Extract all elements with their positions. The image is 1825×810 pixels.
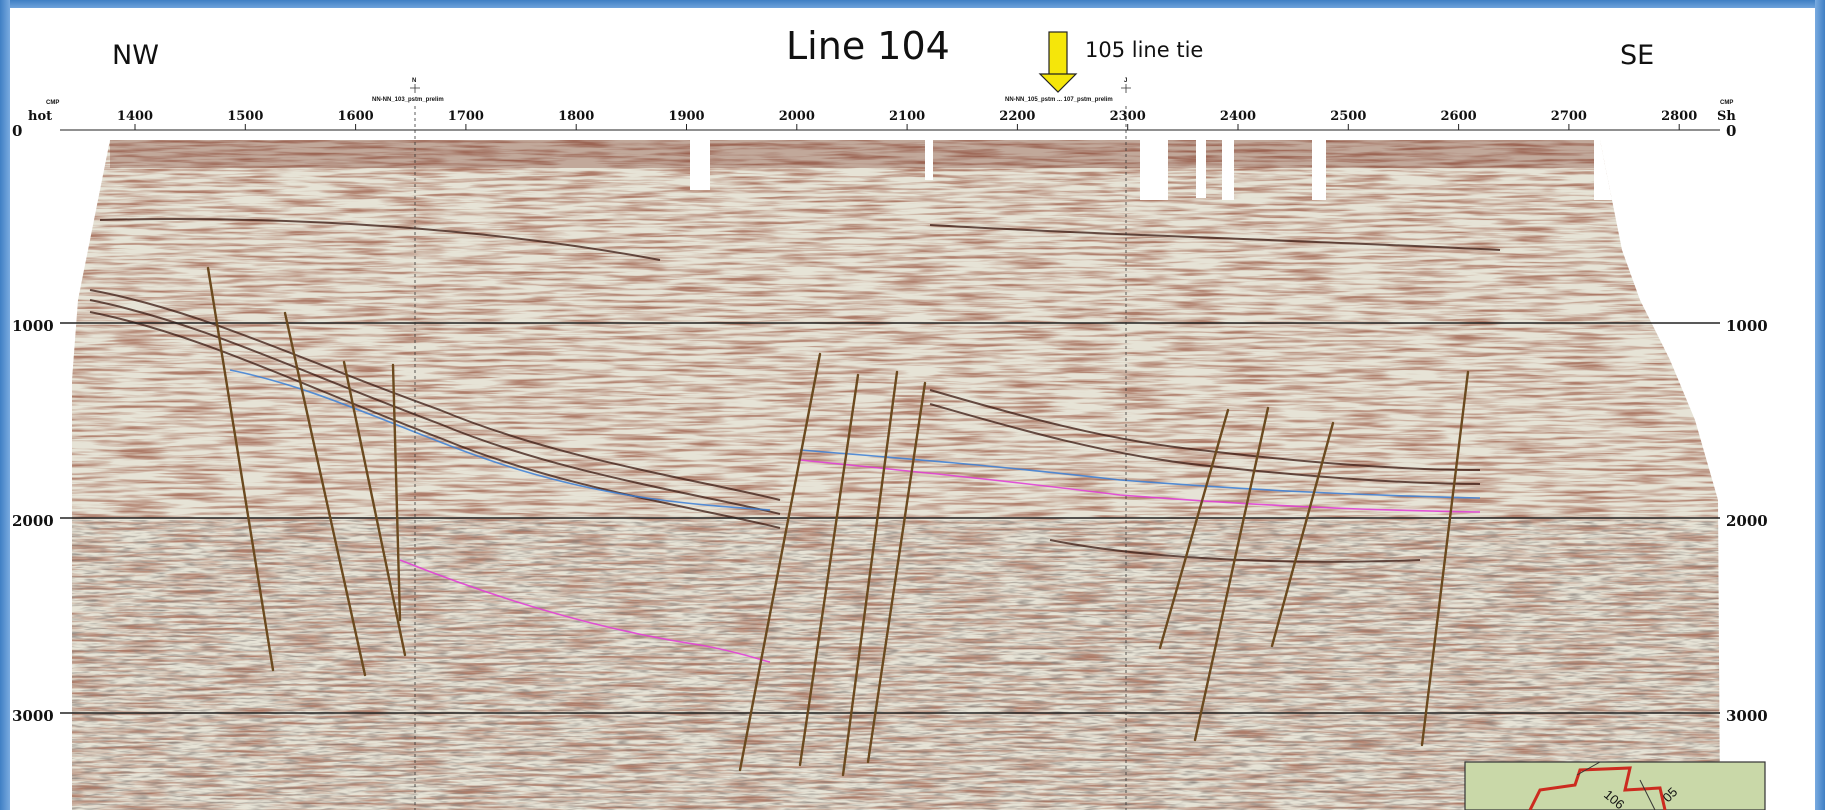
time-tick-label-right-1000: 1000 [1726,317,1768,335]
shallow-data-band [110,140,1600,168]
seismic-data-area [72,140,1720,810]
time-tick-label-left-3000: 3000 [12,707,54,725]
time-tick-label-left-1000: 1000 [12,317,54,335]
time-tick-label-right-0: 0 [1726,122,1736,140]
fault-5 [738,352,822,772]
time-tick-label-right-3000: 3000 [1726,707,1768,725]
cmp-tick-label-1500: 1500 [227,109,263,124]
tie-marker-symbol-left [410,84,420,93]
time-tick-label-left-2000: 2000 [12,512,54,530]
cmp-left-header: CMP [46,100,59,106]
tie-marker-n: N [412,78,416,84]
fault-11 [1270,421,1335,648]
cmp-tick-label-2000: 2000 [779,109,815,124]
fault-2 [283,311,367,677]
cmp-tick-label-2300: 2300 [1110,109,1146,124]
right-frame-border [1815,0,1825,810]
time-tick-label-right-2000: 2000 [1726,512,1768,530]
left-frame-border [0,0,10,810]
cmp-axis: 1400 1500 1600 1700 1800 1900 2000 2100 2200 2300… [117,109,1697,130]
cmp-tick-label-1600: 1600 [338,109,374,124]
cmp-tick-label-2100: 2100 [889,109,925,124]
cmp-left-label: hot [28,109,52,124]
nw-direction-label: NW [112,40,159,71]
top-frame-border [0,0,1825,8]
cmp-tick-label-2700: 2700 [1551,109,1587,124]
cmp-tick-label-2200: 2200 [999,109,1035,124]
fault-3 [342,360,407,657]
time-axis: 0 0 1000 1000 2000 2000 3000 3000 [12,122,1768,725]
fault-1 [206,266,275,672]
fault-9 [1158,408,1230,650]
reflector-bands [89,218,1501,563]
line-tie-label: 105 line tie [1085,38,1204,62]
cmp-right-label: Sh [1717,109,1736,124]
fault-12 [1420,370,1470,747]
tie-marker-j: J [1124,78,1127,84]
cmp-tick-label-1900: 1900 [668,109,704,124]
fault-10 [1193,406,1270,742]
cmp-tick-label-1400: 1400 [117,109,153,124]
fault-8 [866,381,927,764]
inset-location-map: 106 05 [1464,761,1766,810]
tie-marker-symbol-right [1121,84,1131,93]
time-tick-label-left-0: 0 [12,122,22,140]
cmp-tick-label-2500: 2500 [1330,109,1366,124]
cmp-tick-label-1700: 1700 [448,109,484,124]
down-arrow-icon [1038,31,1078,93]
horizon-lines [229,369,1481,663]
fault-lines [206,266,1470,777]
cmp-tick-label-2800: 2800 [1661,109,1697,124]
se-direction-label: SE [1620,40,1655,71]
cmp-tick-label-2400: 2400 [1220,109,1256,124]
section-title: Line 104 [786,24,950,68]
tie-label-105-107: NN-NN_105_pstm ... 107_pstm_prelim [1005,97,1113,103]
tie-label-103: NN-NN_103_pstm_prelim [372,97,444,103]
fault-7 [841,370,899,777]
cmp-tick-label-2600: 2600 [1441,109,1477,124]
fault-4 [391,363,402,622]
cmp-right-header: CMP [1720,100,1733,106]
cmp-tick-label-1800: 1800 [558,109,594,124]
fault-6 [798,373,860,767]
